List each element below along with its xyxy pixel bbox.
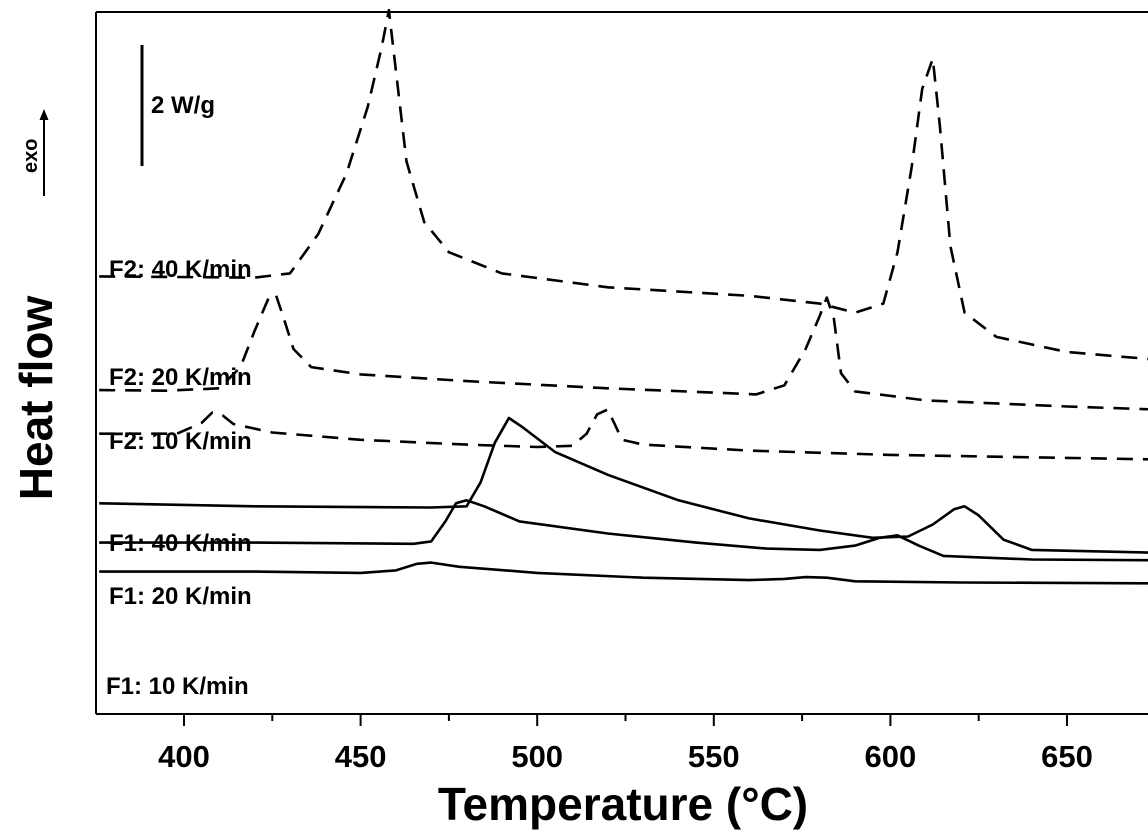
series-label-f1-10-k-min: F1: 10 K/min <box>106 673 249 700</box>
curves-group <box>99 8 1148 585</box>
series-label-f2-20-k-min: F2: 20 K/min <box>109 364 252 391</box>
series-line-f2-40-k-min <box>99 8 1148 361</box>
series-line-f1-20-k-min <box>99 499 1148 562</box>
series-label-f1-20-k-min: F1: 20 K/min <box>109 583 252 610</box>
x-tick-label-500: 500 <box>511 739 563 774</box>
scale-bar-label: 2 W/g <box>151 92 215 119</box>
x-ticks-group <box>183 714 1068 726</box>
series-line-f1-40-k-min <box>99 416 1148 554</box>
series-label-f2-10-k-min: F2: 10 K/min <box>109 428 252 455</box>
x-tick-label-400: 400 <box>158 739 210 774</box>
x-tick-label-600: 600 <box>865 739 917 774</box>
x-axis-title: Temperature (°C) <box>438 778 808 830</box>
series-line-f2-10-k-min <box>99 408 1148 461</box>
series-label-f1-40-k-min: F1: 40 K/min <box>109 530 252 557</box>
exo-label: exo <box>20 139 42 173</box>
x-tick-labels-group: 400 450 500 550 600 650 <box>158 739 1093 774</box>
exo-arrow-head <box>39 109 49 120</box>
x-tick-label-650: 650 <box>1041 739 1093 774</box>
series-label-f2-40-k-min: F2: 40 K/min <box>109 256 252 283</box>
x-tick-label-450: 450 <box>335 739 387 774</box>
y-axis-title: Heat flow <box>10 296 62 501</box>
series-line-f1-10-k-min <box>99 561 1148 585</box>
x-tick-label-550: 550 <box>688 739 740 774</box>
series-line-f2-20-k-min <box>99 293 1148 411</box>
series-labels-group: F2: 40 K/min F2: 20 K/min F2: 10 K/min F1: … <box>106 256 252 700</box>
